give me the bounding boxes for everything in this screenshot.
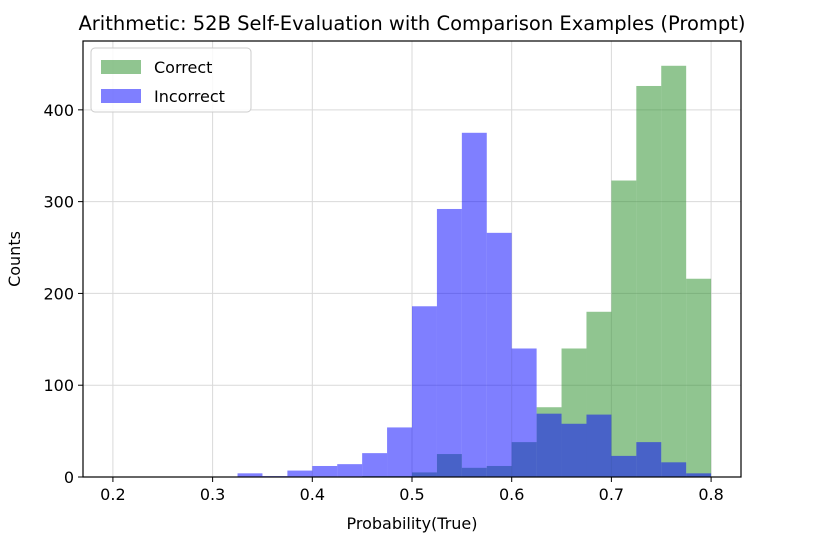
x-tick-label: 0.7 — [599, 485, 624, 504]
bar-incorrect — [611, 455, 637, 477]
bar-correct — [636, 85, 662, 478]
bar-incorrect — [362, 453, 388, 477]
legend-swatch-incorrect — [101, 89, 141, 103]
y-axis-ticks: 0 100 200 300 400 — [43, 101, 83, 487]
x-tick-label: 0.8 — [698, 485, 723, 504]
bar-incorrect — [412, 306, 437, 477]
bars — [237, 65, 712, 478]
bar-incorrect — [486, 232, 512, 477]
bar-correct — [661, 65, 687, 478]
x-tick-label: 0.2 — [100, 485, 125, 504]
legend: Correct Incorrect — [90, 47, 252, 113]
x-axis-title: Probability(True) — [346, 514, 477, 533]
y-tick-label: 300 — [43, 193, 74, 212]
legend-label-incorrect: Incorrect — [154, 87, 225, 106]
bar-incorrect — [561, 423, 587, 477]
x-tick-label: 0.4 — [300, 485, 325, 504]
bar-incorrect — [312, 465, 338, 477]
y-axis-title: Counts — [5, 231, 24, 287]
x-tick-label: 0.6 — [499, 485, 524, 504]
bar-incorrect — [237, 473, 263, 477]
x-tick-label: 0.3 — [200, 485, 225, 504]
bar-incorrect — [287, 470, 313, 477]
bar-incorrect — [686, 473, 712, 477]
legend-swatch-correct — [101, 60, 141, 74]
bar-incorrect — [436, 208, 462, 477]
y-tick-label: 0 — [64, 468, 74, 487]
bar-incorrect — [511, 348, 537, 477]
y-tick-label: 100 — [43, 376, 74, 395]
bar-incorrect — [636, 442, 662, 477]
bar-correct — [611, 180, 637, 477]
bar-correct — [686, 278, 712, 477]
bar-incorrect — [536, 413, 562, 477]
chart-title: Arithmetic: 52B Self-Evaluation with Com… — [78, 12, 745, 35]
bar-incorrect — [461, 132, 487, 477]
x-axis-ticks: 0.2 0.3 0.4 0.5 0.6 0.7 0.8 — [100, 477, 724, 504]
bar-incorrect — [661, 462, 687, 477]
bar-incorrect — [586, 414, 612, 477]
legend-label-correct: Correct — [154, 58, 212, 77]
bar-incorrect — [337, 464, 363, 477]
bar-incorrect — [387, 427, 412, 477]
x-tick-label: 0.5 — [399, 485, 424, 504]
y-tick-label: 400 — [43, 101, 74, 120]
y-tick-label: 200 — [43, 284, 74, 303]
